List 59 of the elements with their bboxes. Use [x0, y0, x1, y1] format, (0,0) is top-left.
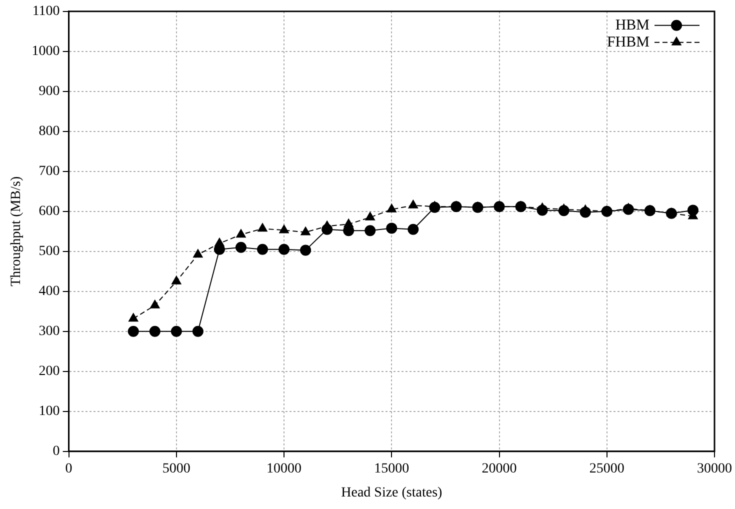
point [364, 225, 376, 236]
point [687, 204, 698, 216]
point [472, 202, 484, 213]
y-tick-label: 400 [38, 284, 60, 300]
point [644, 205, 656, 216]
y-tick-label: 0 [52, 444, 60, 460]
x-tick-label: 5000 [162, 461, 190, 476]
point [300, 244, 312, 256]
point [193, 249, 203, 258]
point [494, 201, 505, 212]
point [172, 276, 182, 284]
point [408, 200, 418, 208]
legend-label: HBM [615, 17, 650, 34]
point [622, 204, 634, 215]
point [386, 222, 398, 234]
point [666, 208, 677, 219]
y-tick-label: 1000 [32, 44, 60, 60]
point [450, 201, 462, 212]
point [279, 224, 289, 234]
point [322, 224, 333, 235]
x-tick-label: 30000 [697, 461, 732, 476]
y-tick-label: 100 [38, 404, 60, 420]
x-axis-title: Head Size (states) [341, 485, 443, 500]
point [365, 212, 375, 220]
point [515, 201, 526, 212]
x-tick-label: 15000 [374, 461, 410, 476]
legend-label: FHBM [606, 34, 650, 50]
x-tick-label: 25000 [589, 461, 624, 476]
point [429, 202, 440, 213]
point [258, 223, 268, 232]
point [558, 205, 570, 216]
point [386, 204, 396, 212]
point [257, 244, 268, 255]
point [601, 206, 612, 217]
y-tick-label: 500 [38, 244, 60, 260]
point [236, 229, 246, 238]
point [149, 326, 160, 337]
y-tick-label: 700 [38, 164, 60, 180]
point [408, 224, 419, 235]
point [150, 300, 160, 308]
point [170, 326, 182, 337]
y-axis-title: Throughput (MB/s) [9, 176, 24, 286]
y-tick-label: 1100 [32, 4, 60, 20]
y-tick-label: 900 [38, 84, 60, 100]
point [235, 242, 246, 253]
point [580, 206, 591, 218]
y-tick-label: 600 [38, 204, 60, 220]
point [300, 226, 310, 236]
point [128, 313, 138, 322]
y-tick-label: 300 [38, 324, 60, 340]
point [536, 204, 548, 216]
point [128, 326, 139, 337]
y-tick-label: 800 [38, 124, 60, 140]
x-tick-label: 10000 [266, 461, 302, 476]
point [278, 244, 290, 255]
point [192, 326, 204, 337]
x-tick-label: 0 [65, 461, 72, 476]
y-tick-label: 200 [38, 364, 60, 380]
x-tick-label: 20000 [482, 461, 517, 476]
